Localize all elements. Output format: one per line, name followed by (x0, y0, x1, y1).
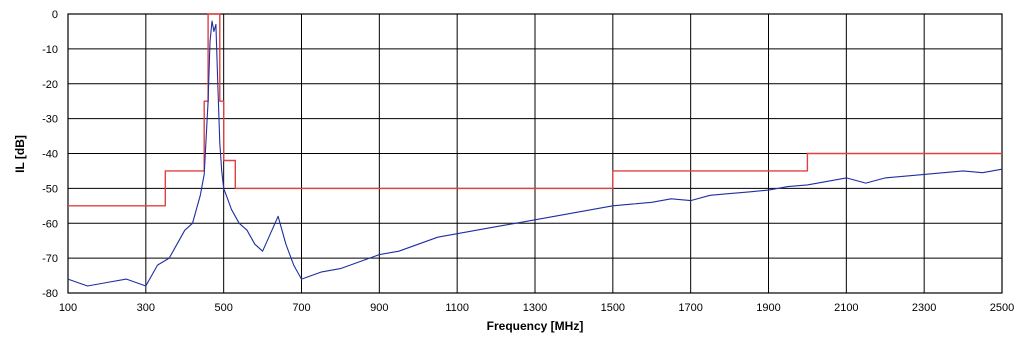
x-tick-label: 700 (292, 302, 310, 314)
y-tick-label: -60 (42, 218, 58, 230)
y-tick-label: -50 (42, 183, 58, 195)
x-axis-ticks: 100 300 500 700 900 1100 1300 1500 1700 1900 2100 2… (59, 302, 1014, 314)
y-tick-label: 0 (52, 9, 58, 21)
x-tick-label: 2300 (912, 302, 936, 314)
series-layer (67, 13, 1003, 287)
x-tick-label: 1500 (601, 302, 625, 314)
x-tick-label: 100 (59, 302, 77, 314)
y-tick-label: -70 (42, 253, 58, 265)
x-tick-label: 300 (137, 302, 155, 314)
x-tick-label: 1900 (756, 302, 780, 314)
y-tick-label: -80 (42, 288, 58, 300)
y-tick-label: -30 (42, 114, 58, 126)
x-tick-label: 500 (214, 302, 232, 314)
x-tick-label: 1700 (678, 302, 702, 314)
y-axis-label: IL [dB] (13, 135, 27, 173)
x-tick-label: 1100 (445, 302, 469, 314)
x-axis-label: Frequency [MHz] (487, 319, 584, 333)
y-axis-ticks: 0 -10 -20 -30 -40 -50 -60 -70 -80 (42, 9, 58, 300)
measured-response-line (67, 20, 1003, 287)
x-tick-label: 900 (370, 302, 388, 314)
y-tick-label: -10 (42, 44, 58, 56)
x-tick-label: 2500 (990, 302, 1014, 314)
y-tick-label: -20 (42, 79, 58, 91)
y-tick-label: -40 (42, 149, 58, 161)
x-tick-label: 1300 (523, 302, 547, 314)
x-tick-label: 2100 (834, 302, 858, 314)
